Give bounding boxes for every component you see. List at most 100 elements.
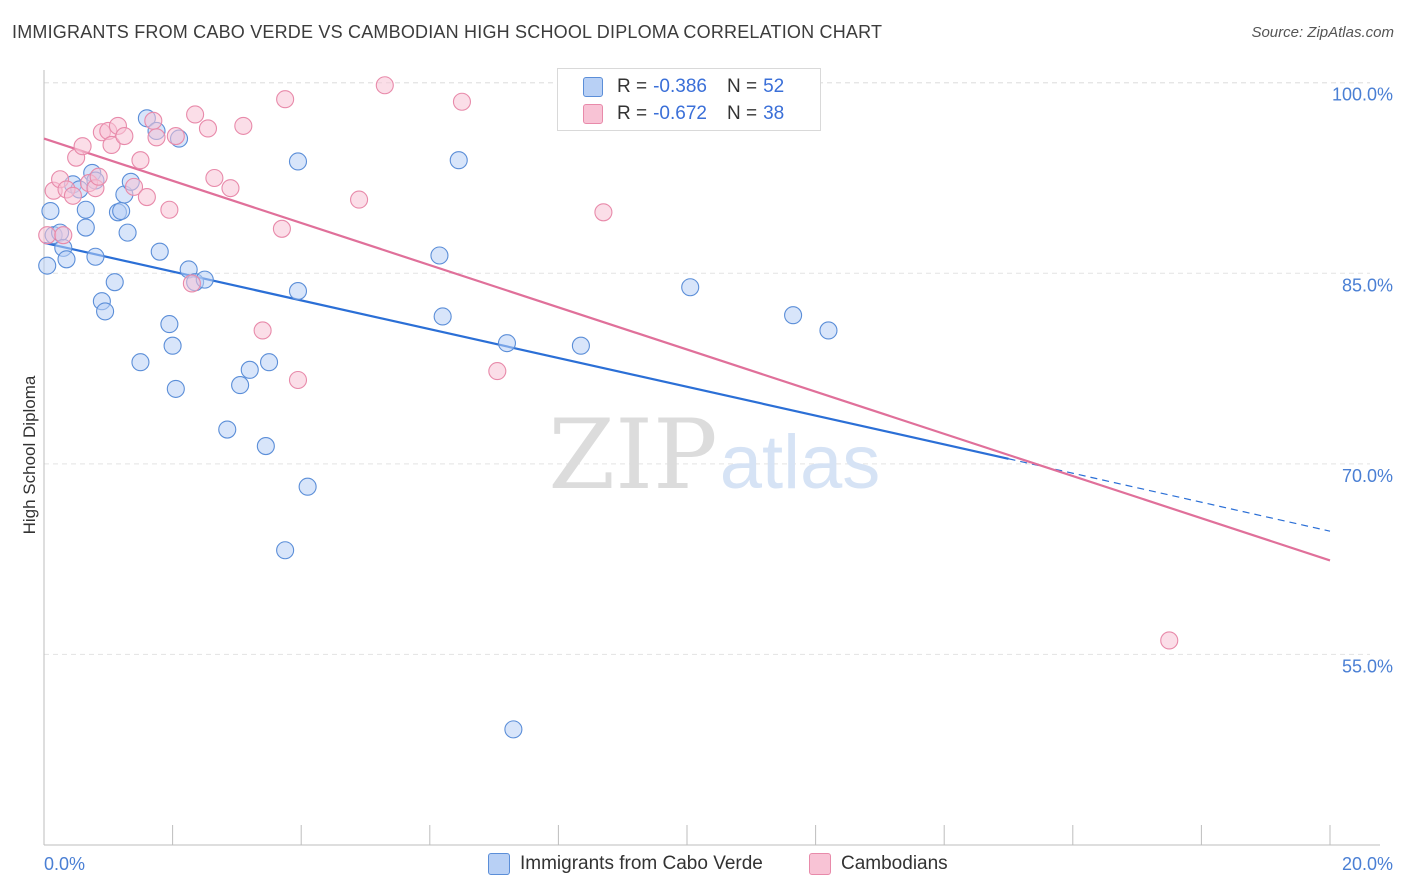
point-cambodians bbox=[73, 137, 92, 156]
data-points bbox=[38, 76, 1179, 739]
point-cabo-verde bbox=[449, 151, 468, 170]
point-cabo-verde bbox=[86, 247, 105, 266]
point-cabo-verde bbox=[163, 336, 182, 355]
point-cabo-verde bbox=[166, 379, 185, 398]
point-cambodians bbox=[276, 90, 295, 109]
point-cabo-verde bbox=[430, 246, 449, 265]
point-cambodians bbox=[288, 370, 308, 390]
tick-labels: 55.0% 70.0% 85.0% 100.0% 0.0% 20.0% bbox=[44, 85, 1393, 874]
point-cambodians bbox=[89, 167, 108, 186]
point-cambodians bbox=[144, 111, 163, 130]
point-cambodians bbox=[234, 116, 253, 135]
watermark-zip: ZIP bbox=[548, 399, 717, 511]
point-cambodians bbox=[131, 151, 150, 170]
point-cabo-verde bbox=[504, 720, 523, 739]
point-cambodians bbox=[452, 92, 472, 111]
axes bbox=[43, 70, 1380, 846]
legend-n-value: 52 bbox=[763, 76, 785, 97]
legend-swatch-blue bbox=[583, 77, 603, 97]
y-tick-label: 70.0% bbox=[1342, 466, 1393, 486]
point-cabo-verde bbox=[105, 273, 124, 292]
legend-n-label: N = bbox=[726, 76, 758, 97]
point-cambodians bbox=[350, 190, 369, 209]
point-cabo-verde bbox=[288, 282, 308, 301]
point-cabo-verde bbox=[259, 353, 279, 372]
point-cabo-verde bbox=[218, 420, 237, 439]
chart-title: IMMIGRANTS FROM CABO VERDE VS CAMBODIAN … bbox=[12, 22, 883, 42]
source-label: Source: ZipAtlas.com bbox=[1251, 24, 1394, 41]
legend-r-value: -0.672 bbox=[653, 103, 707, 124]
watermark-atlas: atlas bbox=[720, 420, 881, 505]
point-cabo-verde bbox=[298, 477, 317, 496]
point-cambodians bbox=[221, 179, 240, 198]
point-cambodians bbox=[272, 219, 291, 238]
legend-row-cabo-verde: R = -0.386 N = 52 bbox=[583, 75, 784, 99]
point-cambodians bbox=[160, 200, 179, 219]
point-cambodians bbox=[205, 168, 224, 188]
point-cabo-verde bbox=[240, 360, 259, 379]
point-cabo-verde bbox=[819, 321, 838, 340]
point-cabo-verde bbox=[76, 218, 95, 237]
bottom-legend-swatch-pink bbox=[809, 853, 831, 875]
bottom-legend-swatch-blue bbox=[488, 853, 510, 875]
legend-r-label: R = bbox=[617, 103, 648, 124]
y-tick-label: 100.0% bbox=[1332, 85, 1393, 105]
point-cabo-verde bbox=[131, 353, 150, 372]
x-tick-label: 0.0% bbox=[44, 854, 85, 874]
y-tick-label: 55.0% bbox=[1342, 656, 1393, 676]
point-cabo-verde bbox=[288, 152, 308, 171]
trend-line-extension bbox=[1008, 458, 1331, 532]
point-cabo-verde bbox=[160, 315, 179, 334]
legend-row-cambodians: R = -0.672 N = 38 bbox=[583, 102, 784, 126]
point-cambodians bbox=[182, 274, 201, 293]
point-cabo-verde bbox=[497, 334, 517, 353]
point-cabo-verde bbox=[96, 302, 115, 321]
point-cabo-verde bbox=[76, 200, 95, 219]
y-axis-label: High School Diploma bbox=[20, 375, 39, 535]
legend-n-value: 38 bbox=[763, 103, 785, 124]
point-cabo-verde bbox=[41, 201, 60, 221]
trend-line-cambodians bbox=[43, 137, 1331, 562]
point-cambodians bbox=[54, 226, 73, 245]
point-cabo-verde bbox=[276, 541, 295, 560]
bottom-legend-label: Cambodians bbox=[841, 853, 948, 874]
grid-lines bbox=[44, 82, 1370, 655]
point-cabo-verde bbox=[112, 201, 131, 221]
bottom-legend-cambodians: Cambodians bbox=[809, 851, 948, 877]
legend-box: R = -0.386 N = 52 R = -0.672 N = 38 bbox=[557, 68, 821, 131]
point-cambodians bbox=[102, 135, 121, 155]
point-cabo-verde bbox=[150, 242, 169, 261]
point-cambodians bbox=[147, 128, 166, 147]
point-cabo-verde bbox=[433, 307, 452, 326]
point-cambodians bbox=[124, 177, 144, 196]
watermark: ZIP atlas bbox=[548, 399, 880, 511]
point-cabo-verde bbox=[256, 437, 275, 456]
point-cambodians bbox=[488, 362, 507, 381]
legend-n-label: N = bbox=[726, 103, 758, 124]
point-cambodians bbox=[137, 187, 156, 207]
point-cabo-verde bbox=[571, 336, 590, 355]
y-tick-label: 85.0% bbox=[1342, 275, 1393, 295]
bottom-legend-label: Immigrants from Cabo Verde bbox=[520, 853, 763, 874]
point-cambodians bbox=[63, 186, 82, 205]
point-cambodians bbox=[594, 203, 613, 222]
point-cabo-verde bbox=[784, 306, 803, 325]
point-cambodians bbox=[198, 119, 218, 138]
point-cabo-verde bbox=[681, 278, 700, 297]
legend-r-label: R = bbox=[617, 76, 648, 97]
point-cabo-verde bbox=[57, 250, 76, 269]
point-cambodians bbox=[1160, 631, 1179, 650]
bottom-legend-cabo-verde: Immigrants from Cabo Verde bbox=[488, 851, 763, 877]
point-cambodians bbox=[253, 321, 272, 340]
point-cabo-verde bbox=[38, 256, 57, 275]
point-cambodians bbox=[186, 105, 205, 124]
legend-r-value: -0.386 bbox=[653, 76, 707, 97]
point-cambodians bbox=[115, 127, 134, 146]
point-cabo-verde bbox=[118, 223, 137, 242]
point-cambodians bbox=[166, 127, 185, 146]
x-tick-label: 20.0% bbox=[1342, 854, 1393, 874]
point-cambodians bbox=[375, 76, 394, 95]
legend-swatch-pink bbox=[583, 104, 603, 124]
point-cambodians bbox=[38, 226, 57, 245]
